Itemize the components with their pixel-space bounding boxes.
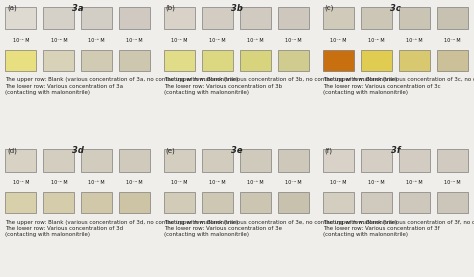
Text: 10⁻¹ M: 10⁻¹ M: [172, 38, 188, 43]
Bar: [437, 7, 468, 29]
Bar: [361, 7, 392, 29]
Bar: [164, 149, 195, 171]
Text: 10⁻² M: 10⁻² M: [51, 180, 67, 185]
Bar: [164, 192, 195, 213]
Bar: [119, 149, 150, 171]
Bar: [5, 50, 36, 71]
Text: 10⁻² M: 10⁻² M: [51, 38, 67, 43]
Bar: [164, 50, 195, 71]
Text: The upper row: Blank (various concentration of 3c, no contacting with malononitr: The upper row: Blank (various concentrat…: [323, 78, 474, 95]
Text: (f): (f): [325, 147, 332, 153]
Text: 3b: 3b: [231, 4, 243, 13]
Text: The upper row: Blank (various concentration of 3f, no contacting with malononitr: The upper row: Blank (various concentrat…: [323, 220, 474, 237]
Bar: [361, 149, 392, 171]
Text: 10⁻¹ M: 10⁻¹ M: [330, 38, 347, 43]
Text: (b): (b): [166, 4, 175, 11]
Text: 10⁻⁴ M: 10⁻⁴ M: [444, 38, 461, 43]
Bar: [399, 7, 430, 29]
Bar: [399, 149, 430, 171]
Bar: [202, 192, 233, 213]
Text: (c): (c): [325, 4, 334, 11]
Text: 10⁻² M: 10⁻² M: [210, 180, 226, 185]
Text: 10⁻³ M: 10⁻³ M: [406, 180, 423, 185]
Bar: [43, 7, 74, 29]
Text: 10⁻³ M: 10⁻³ M: [247, 38, 264, 43]
Text: 10⁻³ M: 10⁻³ M: [406, 38, 423, 43]
Text: (d): (d): [7, 147, 17, 153]
Bar: [43, 149, 74, 171]
Bar: [43, 192, 74, 213]
Bar: [399, 192, 430, 213]
Bar: [278, 149, 309, 171]
Text: 10⁻⁴ M: 10⁻⁴ M: [127, 38, 143, 43]
Text: The upper row: Blank (various concentration of 3b, no contacting with malononitr: The upper row: Blank (various concentrat…: [164, 78, 398, 95]
Text: The upper row: Blank (various concentration of 3e, no contacting with malononitr: The upper row: Blank (various concentrat…: [164, 220, 397, 237]
Text: 10⁻⁴ M: 10⁻⁴ M: [285, 180, 302, 185]
Bar: [119, 192, 150, 213]
Bar: [361, 192, 392, 213]
Text: 3f: 3f: [391, 146, 401, 155]
Text: 10⁻² M: 10⁻² M: [210, 38, 226, 43]
Bar: [278, 50, 309, 71]
Text: 10⁻¹ M: 10⁻¹ M: [330, 180, 347, 185]
Text: 3a: 3a: [73, 4, 84, 13]
Bar: [278, 192, 309, 213]
Text: 10⁻¹ M: 10⁻¹ M: [13, 180, 29, 185]
Text: 10⁻³ M: 10⁻³ M: [89, 38, 105, 43]
Bar: [240, 192, 271, 213]
Text: 10⁻³ M: 10⁻³ M: [89, 180, 105, 185]
Bar: [164, 7, 195, 29]
Bar: [437, 192, 468, 213]
Bar: [240, 50, 271, 71]
Bar: [437, 149, 468, 171]
Text: 10⁻¹ M: 10⁻¹ M: [13, 38, 29, 43]
Bar: [323, 7, 354, 29]
Text: 10⁻⁴ M: 10⁻⁴ M: [444, 180, 461, 185]
Bar: [119, 50, 150, 71]
Bar: [323, 192, 354, 213]
Text: 10⁻⁴ M: 10⁻⁴ M: [127, 180, 143, 185]
Bar: [81, 149, 112, 171]
Text: 10⁻² M: 10⁻² M: [368, 38, 385, 43]
Bar: [361, 50, 392, 71]
Bar: [5, 149, 36, 171]
Bar: [5, 192, 36, 213]
Bar: [119, 7, 150, 29]
Text: 10⁻² M: 10⁻² M: [368, 180, 385, 185]
Bar: [323, 149, 354, 171]
Text: 10⁻⁴ M: 10⁻⁴ M: [285, 38, 302, 43]
Bar: [437, 50, 468, 71]
Text: 3c: 3c: [391, 4, 401, 13]
Text: 10⁻¹ M: 10⁻¹ M: [172, 180, 188, 185]
Text: The upper row: Blank (various concentration of 3d, no contacting with malononitr: The upper row: Blank (various concentrat…: [5, 220, 239, 237]
Text: 3d: 3d: [72, 146, 84, 155]
Bar: [278, 7, 309, 29]
Bar: [240, 149, 271, 171]
Bar: [43, 50, 74, 71]
Bar: [399, 50, 430, 71]
Text: 3e: 3e: [231, 146, 243, 155]
Bar: [240, 7, 271, 29]
Text: 10⁻³ M: 10⁻³ M: [247, 180, 264, 185]
Bar: [323, 50, 354, 71]
Text: (a): (a): [7, 4, 17, 11]
Bar: [81, 7, 112, 29]
Bar: [81, 192, 112, 213]
Bar: [81, 50, 112, 71]
Bar: [5, 7, 36, 29]
Bar: [202, 7, 233, 29]
Text: The upper row: Blank (various concentration of 3a, no contacting with malononitr: The upper row: Blank (various concentrat…: [5, 78, 239, 95]
Text: (e): (e): [166, 147, 175, 153]
Bar: [202, 50, 233, 71]
Bar: [202, 149, 233, 171]
